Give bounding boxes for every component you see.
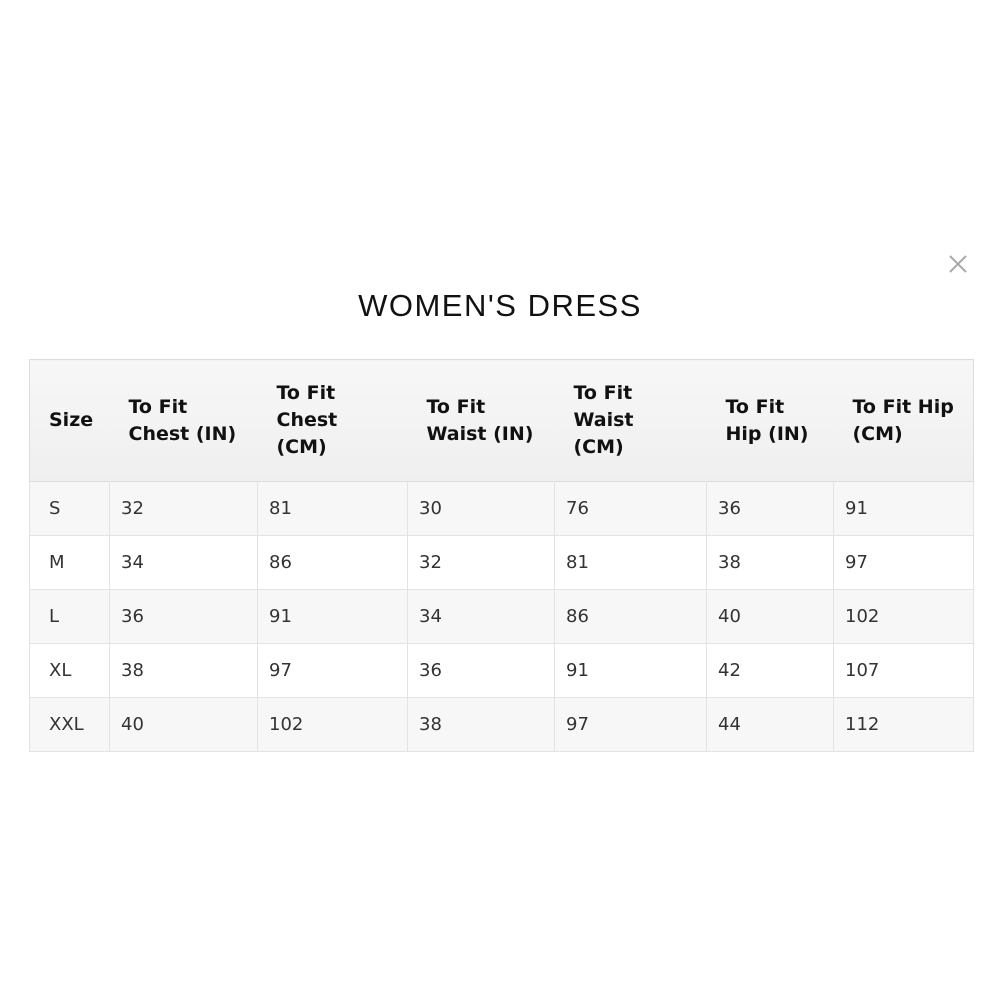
- column-header: Size: [29, 359, 110, 482]
- measurement-cell: 40: [706, 589, 834, 644]
- column-header: To Fit Chest (CM): [257, 359, 408, 482]
- measurement-cell: 91: [554, 643, 707, 698]
- table-row: S 32 81 30 76 36 91: [29, 481, 974, 536]
- column-header: To Fit Hip (IN): [706, 359, 834, 482]
- measurement-cell: 86: [257, 535, 408, 590]
- measurement-cell: 34: [109, 535, 258, 590]
- measurement-cell: 107: [833, 643, 974, 698]
- measurement-cell: 38: [109, 643, 258, 698]
- measurement-cell: 32: [109, 481, 258, 536]
- measurement-cell: 81: [554, 535, 707, 590]
- table-row: M 34 86 32 81 38 97: [29, 535, 974, 590]
- measurement-cell: 36: [407, 643, 555, 698]
- measurement-cell: 76: [554, 481, 707, 536]
- measurement-cell: 42: [706, 643, 834, 698]
- table-row: XXL 40 102 38 97 44 112: [29, 697, 974, 752]
- table-body: S 32 81 30 76 36 91 M 34 86 32 81 38 97 L 36 91 34 86 40 102…: [29, 481, 974, 752]
- column-header: To Fit Waist (IN): [407, 359, 555, 482]
- table-header-row: Size To Fit Chest (IN) To Fit Chest (CM) To…: [29, 359, 974, 482]
- measurement-cell: 91: [257, 589, 408, 644]
- measurement-cell: 38: [706, 535, 834, 590]
- size-cell: XXL: [29, 697, 110, 752]
- measurement-cell: 40: [109, 697, 258, 752]
- size-chart-table: Size To Fit Chest (IN) To Fit Chest (CM) To…: [29, 359, 974, 752]
- size-cell: L: [29, 589, 110, 644]
- column-header: To Fit Hip (CM): [833, 359, 974, 482]
- column-header: To Fit Chest (IN): [109, 359, 258, 482]
- size-cell: XL: [29, 643, 110, 698]
- table-row: XL 38 97 36 91 42 107: [29, 643, 974, 698]
- measurement-cell: 34: [407, 589, 555, 644]
- size-cell: S: [29, 481, 110, 536]
- column-header: To Fit Waist (CM): [554, 359, 707, 482]
- measurement-cell: 36: [109, 589, 258, 644]
- measurement-cell: 81: [257, 481, 408, 536]
- measurement-cell: 32: [407, 535, 555, 590]
- page-title: WOMEN'S DRESS: [358, 288, 642, 323]
- close-icon: [949, 255, 967, 273]
- measurement-cell: 36: [706, 481, 834, 536]
- measurement-cell: 86: [554, 589, 707, 644]
- measurement-cell: 97: [257, 643, 408, 698]
- measurement-cell: 30: [407, 481, 555, 536]
- measurement-cell: 97: [554, 697, 707, 752]
- measurement-cell: 38: [407, 697, 555, 752]
- close-button[interactable]: [944, 250, 972, 278]
- measurement-cell: 91: [833, 481, 974, 536]
- measurement-cell: 44: [706, 697, 834, 752]
- measurement-cell: 102: [257, 697, 408, 752]
- table-row: L 36 91 34 86 40 102: [29, 589, 974, 644]
- size-cell: M: [29, 535, 110, 590]
- measurement-cell: 97: [833, 535, 974, 590]
- measurement-cell: 112: [833, 697, 974, 752]
- measurement-cell: 102: [833, 589, 974, 644]
